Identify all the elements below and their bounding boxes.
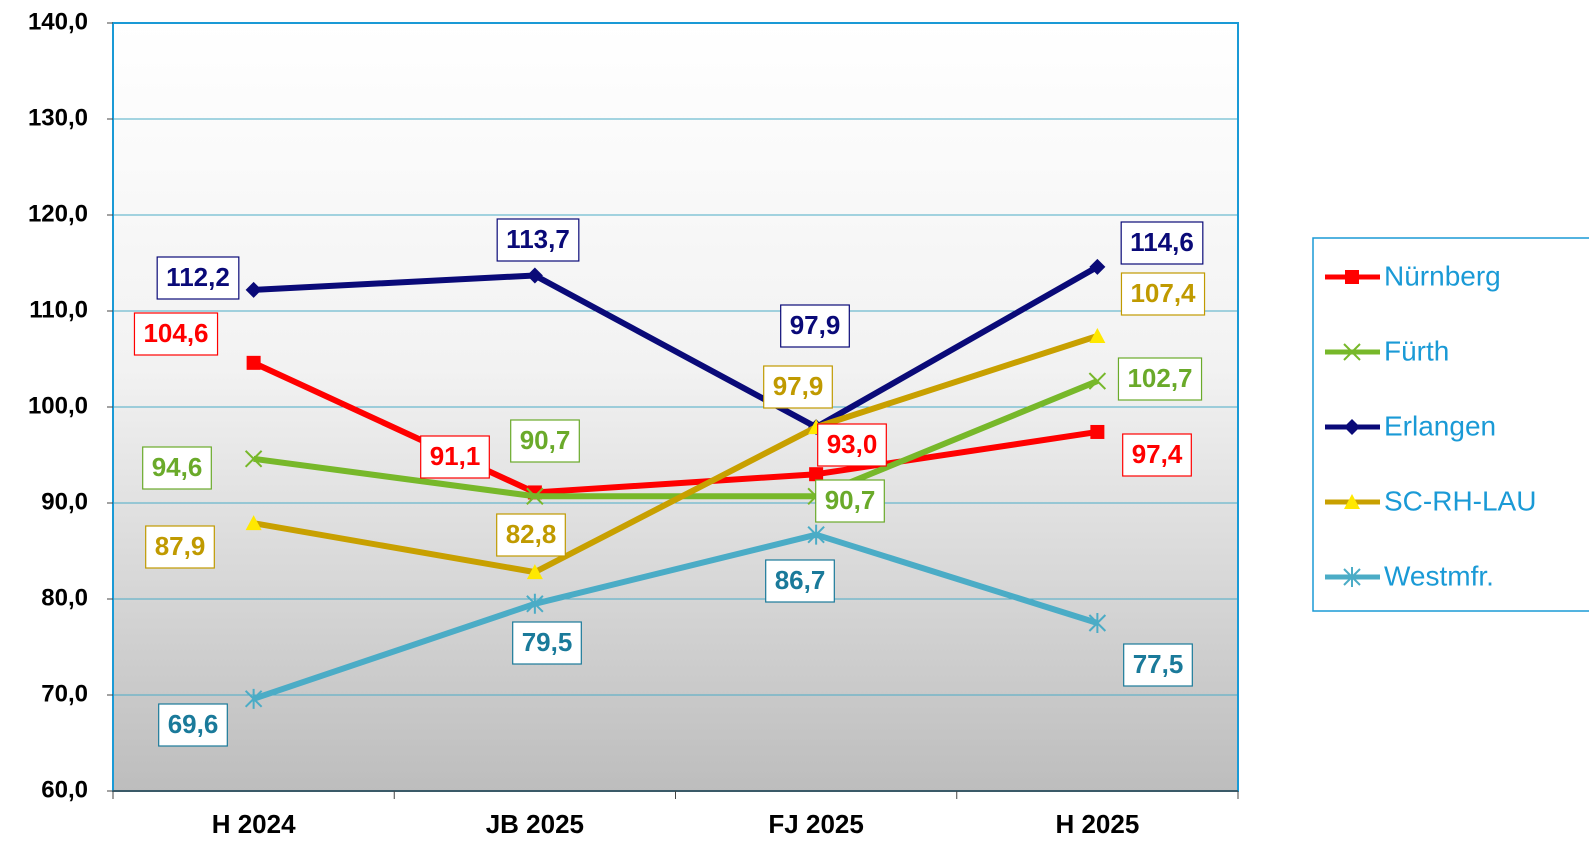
data-label-box [1120, 272, 1206, 316]
marker [1089, 258, 1106, 275]
x-tick-label: JB 2025 [486, 809, 584, 839]
y-tick-label: 60,0 [41, 776, 88, 803]
marker [244, 450, 263, 468]
data-label: 102,7 [1127, 363, 1192, 393]
series-line [252, 360, 1098, 496]
y-tick-label: 90,0 [41, 488, 88, 515]
legend-label: Fürth [1384, 335, 1449, 366]
marker [1343, 343, 1361, 361]
y-tick-label: 110,0 [29, 296, 88, 323]
data-label: 77,5 [1133, 649, 1184, 679]
marker [245, 515, 262, 531]
data-label: 114,6 [1130, 227, 1194, 257]
x-tick-label: H 2025 [1055, 809, 1139, 839]
data-label-box [780, 304, 850, 348]
data-label: 91,1 [430, 441, 481, 471]
y-tick-label: 80,0 [41, 584, 88, 611]
legend-label: SC-RH-LAU [1384, 485, 1536, 516]
data-label-box [1117, 357, 1203, 401]
data-label: 82,8 [506, 519, 557, 549]
series-line [252, 531, 1099, 702]
data-label: 107,4 [1130, 278, 1196, 308]
series-line [253, 264, 1099, 431]
marker [1090, 424, 1105, 439]
marker [244, 688, 263, 709]
data-label-box [1120, 221, 1204, 265]
data-label: 69,6 [168, 709, 219, 739]
data-label-box [496, 218, 580, 262]
data-label-box [510, 419, 580, 463]
x-tick-label: H 2024 [212, 809, 296, 839]
marker [1345, 270, 1359, 284]
y-tick-label: 130,0 [28, 104, 88, 131]
series-line [253, 333, 1099, 576]
data-label-box [815, 479, 885, 523]
marker [809, 467, 824, 482]
data-label-box [1123, 643, 1193, 687]
data-label: 90,7 [825, 485, 876, 515]
data-label: 93,0 [827, 429, 878, 459]
data-label-box [496, 513, 566, 557]
data-label: 87,9 [155, 531, 206, 561]
data-label: 90,7 [520, 425, 571, 455]
data-label-box [765, 559, 835, 603]
legend-label: Nürnberg [1384, 260, 1501, 291]
marker [1089, 327, 1106, 343]
data-label-box [158, 703, 228, 747]
data-label-box [763, 365, 833, 409]
legend-label: Erlangen [1384, 410, 1496, 441]
marker [526, 487, 544, 505]
marker [1344, 494, 1360, 509]
marker [526, 593, 544, 614]
data-label-box [142, 446, 212, 490]
data-label-box [817, 423, 887, 467]
marker [807, 524, 825, 545]
data-label: 97,9 [773, 371, 824, 401]
data-label-box [156, 256, 240, 300]
data-label: 113,7 [506, 224, 570, 254]
data-label: 104,6 [143, 318, 208, 348]
data-label: 97,9 [790, 310, 841, 340]
data-label: 79,5 [522, 627, 573, 657]
data-label-box [133, 312, 219, 356]
marker [526, 267, 543, 284]
data-label-box [145, 525, 215, 569]
marker [1343, 567, 1361, 587]
x-tick-label: FJ 2025 [768, 809, 863, 839]
legend-label: Westmfr. [1384, 560, 1494, 591]
marker [1088, 372, 1107, 390]
y-tick-label: 100,0 [28, 392, 88, 419]
marker [245, 281, 262, 298]
marker [1344, 419, 1360, 435]
y-tick-label: 120,0 [28, 200, 88, 227]
data-label: 86,7 [775, 565, 826, 595]
marker [246, 355, 261, 370]
y-tick-label: 70,0 [41, 680, 88, 707]
data-label: 112,2 [166, 262, 230, 292]
data-label-box [1122, 433, 1192, 477]
data-label-box [512, 621, 582, 665]
y-tick-label: 140,0 [28, 8, 88, 35]
data-label-box [420, 435, 490, 479]
data-label: 94,6 [152, 452, 203, 482]
marker [526, 564, 543, 580]
data-label: 97,4 [1132, 439, 1183, 469]
marker [1088, 613, 1107, 633]
